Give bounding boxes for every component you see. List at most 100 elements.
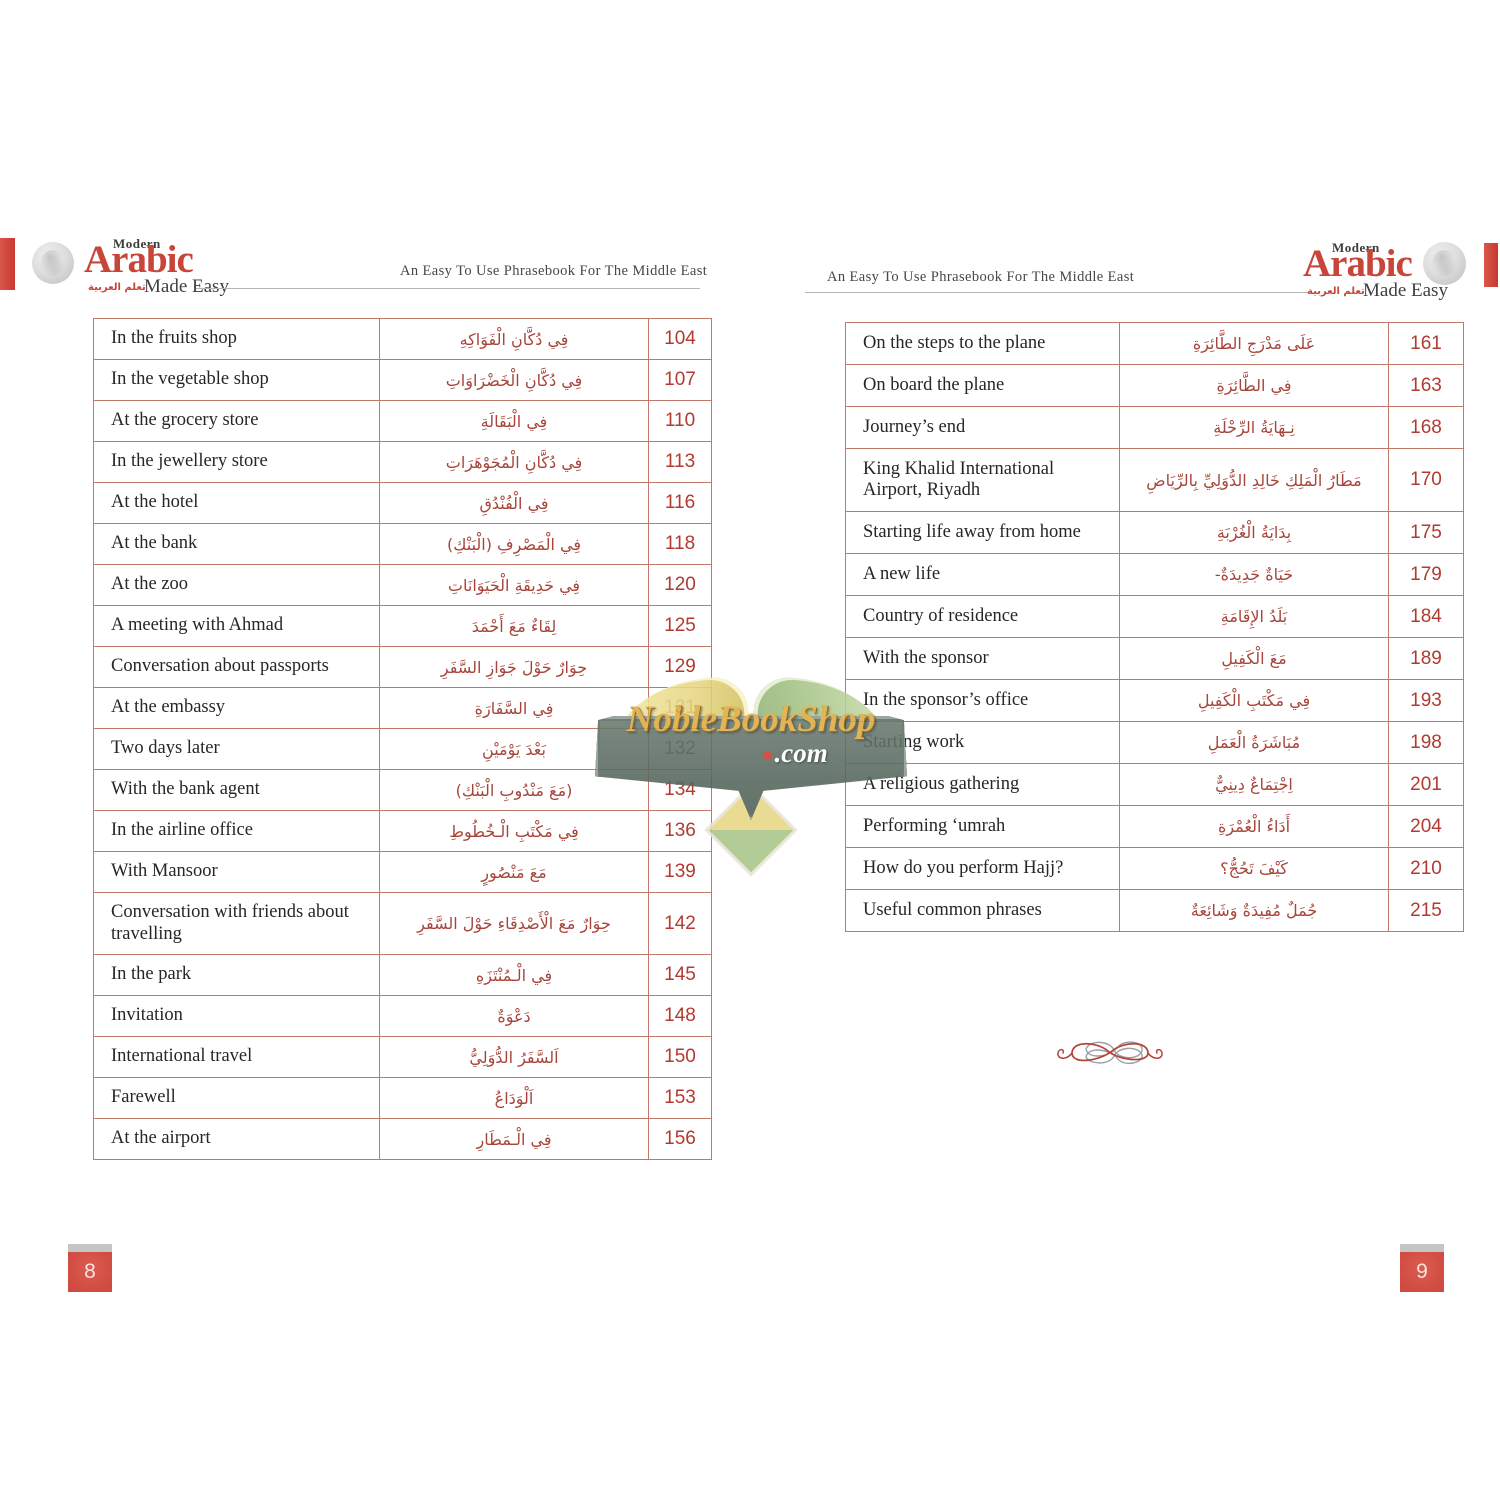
entry-page-number: 136 bbox=[648, 810, 712, 852]
entry-title: At the embassy bbox=[93, 687, 380, 729]
entry-title: A new life bbox=[845, 553, 1120, 596]
entry-arabic: كَيْفَ تَحُجُّ؟ bbox=[1119, 847, 1389, 890]
entry-arabic: لِقَاءٌ مَعَ أَحْمَدَ bbox=[379, 605, 649, 647]
noble-bookshop-watermark: NobleBookShop .com bbox=[595, 675, 907, 873]
entry-page-number: 142 bbox=[648, 892, 712, 955]
globe-icon bbox=[32, 242, 74, 284]
entry-arabic: جُمَلٌ مُفِيدَةٌ وَشَائِعَةٌ bbox=[1119, 889, 1389, 932]
toc-row: Starting life away from home بِدَايَةُ ال… bbox=[845, 511, 1464, 554]
toc-row: On board the plane فِي الطَّائِرَةِ 163 bbox=[845, 364, 1464, 407]
page-number: 9 bbox=[1400, 1252, 1444, 1292]
header-tagline-right: An Easy To Use Phrasebook For The Middle… bbox=[827, 269, 1135, 285]
toc-row: At the grocery store فِي الْبَقَالَةِ 110 bbox=[93, 400, 712, 442]
entry-page-number: 145 bbox=[648, 954, 712, 996]
toc-row: Country of residence بَلَدُ الإِقَامَةِ 18… bbox=[845, 595, 1464, 638]
entry-page-number: 120 bbox=[648, 564, 712, 606]
entry-title: How do you perform Hajj? bbox=[845, 847, 1120, 890]
toc-row: In the vegetable shop فِي دُكَّانِ الْخَض… bbox=[93, 359, 712, 401]
toc-row: In the sponsor’s office فِي مَكْتَبِ الْك… bbox=[845, 679, 1464, 722]
entry-page-number: 175 bbox=[1388, 511, 1464, 554]
entry-page-number: 107 bbox=[648, 359, 712, 401]
entry-arabic: عَلَى مَدْرَجِ الطَّائِرَةِ bbox=[1119, 322, 1389, 365]
toc-row: On the steps to the plane عَلَى مَدْرَجِ … bbox=[845, 322, 1464, 365]
entry-arabic: فِي الطَّائِرَةِ bbox=[1119, 364, 1389, 407]
entry-arabic: فِي دُكَّانِ الْفَوَاكِهِ bbox=[379, 318, 649, 360]
brand-arabic-subtitle: تعلم العربية bbox=[1307, 286, 1365, 297]
entry-title: Useful common phrases bbox=[845, 889, 1120, 932]
entry-page-number: 198 bbox=[1388, 721, 1464, 764]
toc-row: A meeting with Ahmad لِقَاءٌ مَعَ أَحْمَد… bbox=[93, 605, 712, 647]
toc-row: At the bank فِي الْمَصْرِفِ (الْبَنْكِ) 11… bbox=[93, 523, 712, 565]
entry-page-number: 118 bbox=[648, 523, 712, 565]
toc-row: At the hotel فِي الْفُنْدُقِ 116 bbox=[93, 482, 712, 524]
entry-title: At the zoo bbox=[93, 564, 380, 606]
brand-arabic: Arabic bbox=[84, 238, 194, 281]
entry-arabic: بَلَدُ الإِقَامَةِ bbox=[1119, 595, 1389, 638]
watermark-tld: .com bbox=[763, 738, 828, 769]
entry-arabic: نِـهَايَةُ الرِّحْلَةِ bbox=[1119, 406, 1389, 449]
entry-page-number: 163 bbox=[1388, 364, 1464, 407]
entry-arabic: اَلْوَدَاعُ bbox=[379, 1077, 649, 1119]
entry-title: In the park bbox=[93, 954, 380, 996]
entry-arabic: فِي الْفُنْدُقِ bbox=[379, 482, 649, 524]
toc-row: Performing ‘umrah أَدَاءُ الْعُمْرَةِ 204 bbox=[845, 805, 1464, 848]
toc-row: Invitation دَعْوَةٌ 148 bbox=[93, 995, 712, 1037]
entry-page-number: 153 bbox=[648, 1077, 712, 1119]
entry-title: King Khalid International Airport, Riyad… bbox=[845, 448, 1120, 512]
entry-arabic: مَطَارُ الْمَلِكِ خَالِدِ الدُّوَلِيِّ ب… bbox=[1119, 448, 1389, 512]
entry-title: In the vegetable shop bbox=[93, 359, 380, 401]
entry-page-number: 170 bbox=[1388, 448, 1464, 512]
brand-logo-right: Modern Arabic تعلم العربية Made Easy bbox=[1303, 238, 1453, 301]
brand-made-easy: Made Easy bbox=[144, 276, 229, 297]
badge-grey-strip bbox=[1400, 1244, 1444, 1252]
entry-title: With the sponsor bbox=[845, 637, 1120, 680]
entry-arabic: اِجْتِمَاعٌ دِينِيٌّ bbox=[1119, 763, 1389, 806]
toc-row: How do you perform Hajj? كَيْفَ تَحُجُّ؟ 2… bbox=[845, 847, 1464, 890]
entry-title: On board the plane bbox=[845, 364, 1120, 407]
toc-row: With Mansoor مَعَ مَنْصُورٍ 139 bbox=[93, 851, 712, 893]
entry-title: At the bank bbox=[93, 523, 380, 565]
entry-page-number: 156 bbox=[648, 1118, 712, 1160]
toc-row: Conversation about passports حِوَارٌ حَوْ… bbox=[93, 646, 712, 688]
brand-made-easy: Made Easy bbox=[1363, 280, 1448, 301]
entry-page-number: 161 bbox=[1388, 322, 1464, 365]
toc-row: Journey’s end نِـهَايَةُ الرِّحْلَةِ 168 bbox=[845, 406, 1464, 449]
toc-row: King Khalid International Airport, Riyad… bbox=[845, 448, 1464, 512]
entry-title: Two days later bbox=[93, 728, 380, 770]
entry-title: In the airline office bbox=[93, 810, 380, 852]
entry-arabic: اَلسَّفَرُ الدُّوَلِيُّ bbox=[379, 1036, 649, 1078]
page-number: 8 bbox=[68, 1252, 112, 1292]
entry-title: At the grocery store bbox=[93, 400, 380, 442]
entry-title: Journey’s end bbox=[845, 406, 1120, 449]
entry-arabic: دَعْوَةٌ bbox=[379, 995, 649, 1037]
brand-logo-left: Modern Arabic تعلم العربية Made Easy bbox=[84, 234, 234, 297]
entry-title: With Mansoor bbox=[93, 851, 380, 893]
entry-page-number: 189 bbox=[1388, 637, 1464, 680]
entry-page-number: 168 bbox=[1388, 406, 1464, 449]
entry-arabic: حِوَارٌ حَوْلَ جَوَازِ السَّفَرِ bbox=[379, 646, 649, 688]
brand-modern: Modern bbox=[113, 236, 161, 251]
page-number-badge-right: 9 bbox=[1400, 1244, 1444, 1292]
entry-arabic: فِي حَدِيقَةِ الْحَيَوَانَاتِ bbox=[379, 564, 649, 606]
entry-title: In the sponsor’s office bbox=[845, 679, 1120, 722]
toc-table-left: In the fruits shop فِي دُكَّانِ الْفَوَاك… bbox=[93, 318, 712, 1160]
entry-title: Country of residence bbox=[845, 595, 1120, 638]
toc-row: At the airport فِي الْـمَطَارِ 156 bbox=[93, 1118, 712, 1160]
entry-page-number: 179 bbox=[1388, 553, 1464, 596]
toc-row: With the sponsor مَعَ الْكَفِيلِ 189 bbox=[845, 637, 1464, 680]
toc-row: In the fruits shop فِي دُكَّانِ الْفَوَاك… bbox=[93, 318, 712, 360]
entry-arabic: فِي مَكْتَبِ الْكَفِيلِ bbox=[1119, 679, 1389, 722]
toc-row: At the zoo فِي حَدِيقَةِ الْحَيَوَانَاتِ 1… bbox=[93, 564, 712, 606]
header-tagline-left: An Easy To Use Phrasebook For The Middle… bbox=[400, 263, 708, 279]
entry-page-number: 104 bbox=[648, 318, 712, 360]
toc-row: Useful common phrases جُمَلٌ مُفِيدَةٌ وَ… bbox=[845, 889, 1464, 932]
entry-arabic: فِي دُكَّانِ الْمُجَوْهَرَاتِ bbox=[379, 441, 649, 483]
entry-title: A meeting with Ahmad bbox=[93, 605, 380, 647]
entry-arabic: حِوَارٌ مَعَ الْأَصْدِقَاءِ حَوْلَ السَّ… bbox=[379, 892, 649, 955]
entry-page-number: 150 bbox=[648, 1036, 712, 1078]
entry-title: Starting life away from home bbox=[845, 511, 1120, 554]
entry-title: Performing ‘umrah bbox=[845, 805, 1120, 848]
entry-page-number: 210 bbox=[1388, 847, 1464, 890]
entry-page-number: 193 bbox=[1388, 679, 1464, 722]
toc-row: A religious gathering اِجْتِمَاعٌ دِينِيٌ… bbox=[845, 763, 1464, 806]
